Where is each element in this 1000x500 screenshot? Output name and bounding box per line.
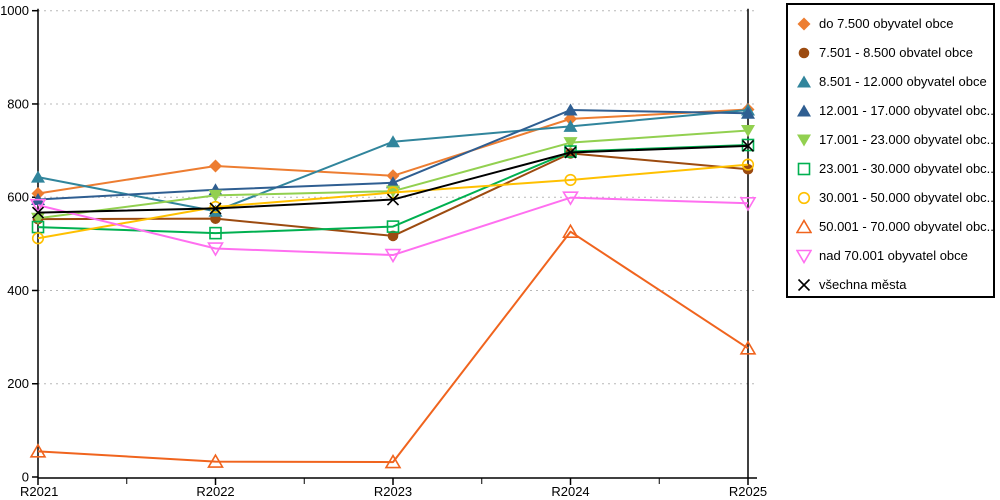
triangle-up-legend-icon <box>797 75 811 87</box>
legend-item-label: 23.001 - 30.000 obyvatel obc... <box>819 161 993 176</box>
triangle-up-marker-icon <box>562 223 579 239</box>
y-axis-tick-label: 0 <box>22 470 29 485</box>
legend-item-label: 17.001 - 23.000 obyvatel obc... <box>819 132 993 147</box>
circle-legend-icon <box>797 191 811 204</box>
x-legend-icon <box>797 278 811 291</box>
triangle-up-marker-icon <box>386 135 400 148</box>
triangle-up-legend-icon <box>796 218 812 233</box>
triangle-up-marker-icon <box>29 443 47 458</box>
circle-marker-icon <box>741 158 755 171</box>
triangle-down-marker-icon <box>207 242 224 257</box>
x-axis-tick-label: R2023 <box>374 484 412 499</box>
legend-item-label: nad 70.001 obyvatel obce <box>819 248 968 263</box>
legend: do 7.500 obyvatel obce 7.501 - 8.500 obva… <box>786 3 995 298</box>
legend-item-label: 30.001 - 50.000 obyvatel obc... <box>819 190 993 205</box>
triangle-up-marker-icon <box>208 204 223 217</box>
x-marker-icon <box>209 202 222 215</box>
triangle-down-legend-icon <box>797 134 811 146</box>
x-legend-icon <box>797 278 811 291</box>
triangle-down-marker-icon <box>384 248 402 264</box>
circle-legend-icon <box>797 191 811 204</box>
y-axis-tick-label: 600 <box>7 190 29 205</box>
triangle-up-marker-icon <box>384 453 402 469</box>
triangle-up-marker-icon <box>563 119 578 132</box>
series-line-8 <box>37 196 749 257</box>
legend-item-5: 23.001 - 30.000 obyvatel obc... <box>796 154 993 183</box>
triangle-up-legend-icon <box>797 104 811 116</box>
square-marker-icon <box>741 138 755 152</box>
diamond-legend-icon <box>797 17 811 30</box>
triangle-up-marker-icon <box>563 103 578 116</box>
x-marker-icon <box>386 193 400 206</box>
x-axis-tick-label: R2025 <box>729 484 767 499</box>
series-line-6 <box>37 163 749 240</box>
triangle-down-marker-icon <box>739 196 757 212</box>
circle-marker-icon <box>209 200 222 214</box>
triangle-up-legend-icon <box>797 104 811 116</box>
triangle-down-legend-icon <box>796 249 812 264</box>
x-marker-icon <box>564 146 577 159</box>
x-axis-tick-label: R2021 <box>20 484 58 499</box>
x-marker-icon <box>741 139 755 152</box>
triangle-down-marker-icon <box>741 125 755 138</box>
triangle-down-marker-icon <box>563 137 578 150</box>
legend-item-label: 7.501 - 8.500 obvatel obce <box>819 45 973 60</box>
x-axis-tick-label: R2024 <box>551 484 589 499</box>
x-marker-icon <box>31 206 45 219</box>
triangle-down-marker-icon <box>562 191 579 206</box>
legend-item-7: 50.001 - 70.000 obyvatel obc... <box>796 212 993 241</box>
triangle-down-legend-icon <box>797 134 811 146</box>
y-axis-tick-label: 1000 <box>0 3 29 18</box>
square-marker-icon <box>386 220 400 233</box>
legend-item-label: 50.001 - 70.000 obyvatel obc... <box>819 219 993 234</box>
triangle-up-marker-icon <box>741 106 755 119</box>
triangle-up-marker-icon <box>207 453 224 468</box>
legend-item-9: všechna města <box>796 270 993 299</box>
triangle-up-legend-icon <box>797 75 811 87</box>
diamond-marker-icon <box>564 112 577 126</box>
circle-marker-icon <box>31 232 45 245</box>
legend-item-3: 12.001 - 17.000 obyvatel obc... <box>796 96 993 125</box>
legend-item-8: nad 70.001 obyvatel obce <box>796 241 993 270</box>
legend-item-0: do 7.500 obyvatel obce <box>796 9 993 38</box>
y-axis-tick-label: 400 <box>7 283 29 298</box>
triangle-down-marker-icon <box>29 198 47 214</box>
legend-item-2: 8.501 - 12.000 obyvatel obce <box>796 67 993 96</box>
legend-item-label: 12.001 - 17.000 obyvatel obc... <box>819 103 993 118</box>
square-legend-icon <box>797 162 811 175</box>
triangle-up-legend-icon <box>796 218 812 233</box>
y-axis-tick-label: 800 <box>7 96 29 111</box>
triangle-up-marker-icon <box>31 170 45 183</box>
legend-item-label: všechna města <box>819 277 907 292</box>
triangle-up-marker-icon <box>739 340 757 355</box>
circle-marker-icon <box>386 186 400 199</box>
series-line-7 <box>37 230 749 464</box>
circle-marker-icon <box>564 173 577 187</box>
legend-item-label: do 7.500 obyvatel obce <box>819 16 954 31</box>
circle-legend-icon <box>798 47 810 58</box>
square-legend-icon <box>797 162 811 175</box>
legend-item-1: 7.501 - 8.500 obvatel obce <box>796 38 993 67</box>
square-marker-icon <box>209 226 222 240</box>
circle-marker-icon <box>387 230 399 242</box>
legend-item-label: 8.501 - 12.000 obyvatel obce <box>819 74 987 89</box>
triangle-up-marker-icon <box>386 176 400 189</box>
triangle-down-marker-icon <box>208 189 223 202</box>
legend-item-6: 30.001 - 50.000 obyvatel obc... <box>796 183 993 212</box>
y-axis-tick-label: 200 <box>7 376 29 391</box>
diamond-marker-icon <box>209 159 222 173</box>
legend-item-4: 17.001 - 23.000 obyvatel obc... <box>796 125 993 154</box>
diamond-marker-icon <box>386 169 400 183</box>
circle-legend-icon <box>798 47 810 58</box>
x-axis-tick-label: R2022 <box>196 484 234 499</box>
diamond-legend-icon <box>797 17 811 30</box>
triangle-down-legend-icon <box>796 249 812 264</box>
